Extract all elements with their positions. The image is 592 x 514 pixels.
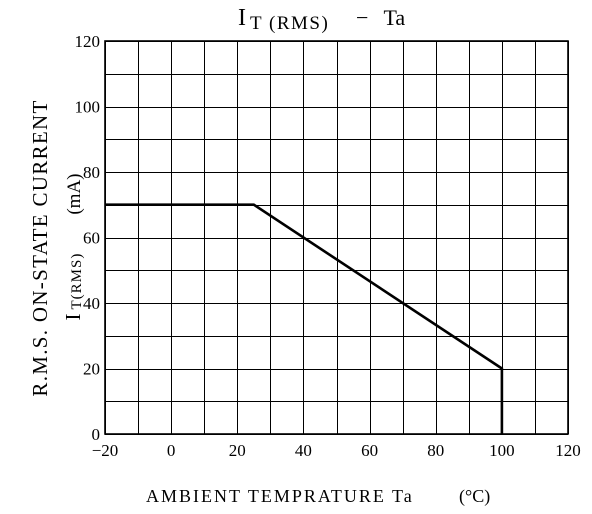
y-tick-label: 80 (83, 163, 100, 182)
y-axis-label-unit: (mA) (64, 174, 85, 215)
y-tick-label: 120 (75, 32, 101, 51)
x-tick-label: 20 (229, 441, 246, 460)
y-tick-label: 40 (83, 294, 100, 313)
y-tick-label: 0 (92, 425, 101, 444)
grid (105, 41, 569, 435)
y-axis-label-symbol: I (61, 314, 85, 321)
y-tick-labels: 0 20 40 60 80 100 120 (75, 32, 101, 444)
x-tick-label: 0 (167, 441, 176, 460)
plot-frame (104, 40, 569, 435)
x-axis-label-unit: (°C) (459, 486, 490, 507)
chart-title-main: I (238, 5, 246, 31)
x-tick-labels: −20 0 20 40 60 80 100 120 (92, 441, 581, 460)
y-axis-label-subscript: T(RMS) (69, 253, 85, 310)
series-group (105, 203, 504, 434)
x-axis-label: AMBIENT TEMPRATURE Ta (146, 486, 414, 506)
x-tick-label: 60 (361, 441, 378, 460)
x-tick-label: 80 (427, 441, 444, 460)
y-axis-label-line2: I T(RMS) (mA) (61, 174, 85, 321)
y-tick-label: 60 (83, 229, 100, 248)
plot-frame-group (104, 40, 569, 435)
y-tick-label: 20 (83, 360, 100, 379)
y-axis-label-line1: R.M.S. ON-STATE CURRENT (28, 99, 52, 396)
chart-title-suffix: − Ta (356, 5, 405, 30)
x-tick-label: 120 (555, 441, 581, 460)
series-line (105, 203, 504, 434)
x-tick-label: 100 (489, 441, 515, 460)
x-tick-label: −20 (92, 441, 119, 460)
chart-title: I T (RMS) − Ta (238, 5, 405, 34)
y-tick-label: 100 (75, 98, 101, 117)
chart-title-subscript: T (RMS) (250, 13, 329, 34)
x-tick-label: 40 (295, 441, 312, 460)
